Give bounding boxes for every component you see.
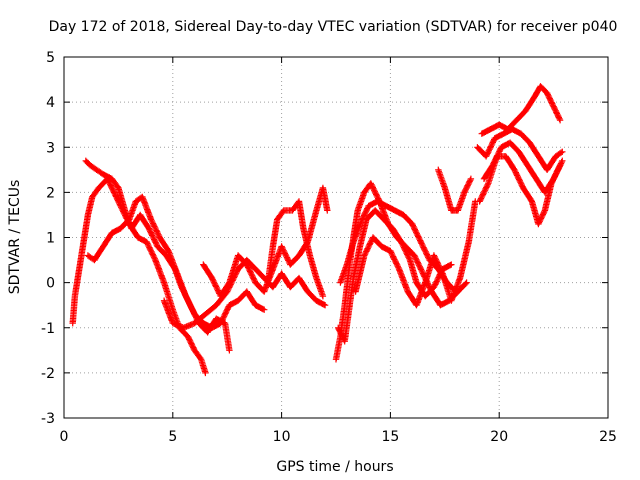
x-tick-label: 10 xyxy=(273,429,291,445)
data-point-markers xyxy=(478,83,564,137)
series-H xyxy=(335,207,455,345)
x-tick-label: 0 xyxy=(60,429,69,445)
data-point-markers xyxy=(435,166,475,214)
y-axis-label: SDTVAR / TECUs xyxy=(7,180,23,295)
series-O xyxy=(476,153,564,228)
series-M xyxy=(474,126,566,173)
y-tick-label: 3 xyxy=(46,140,55,156)
data-point-markers xyxy=(352,198,479,309)
y-tick-label: 4 xyxy=(46,95,55,111)
series-E xyxy=(200,184,331,300)
x-tick-label: 5 xyxy=(168,429,177,445)
series-F xyxy=(265,198,327,300)
series-A xyxy=(69,175,209,377)
y-tick-label: 2 xyxy=(46,185,55,201)
x-axis-label: GPS time / hours xyxy=(276,459,393,475)
y-tick-label: -2 xyxy=(41,366,55,382)
data-point-markers xyxy=(69,175,209,377)
x-tick-label: 15 xyxy=(381,429,399,445)
series-L xyxy=(478,83,564,137)
data-point-markers xyxy=(84,193,268,331)
series-K xyxy=(435,166,475,214)
y-tick-label: -1 xyxy=(41,321,55,337)
data-point-markers xyxy=(200,184,331,300)
x-tick-label: 25 xyxy=(599,429,617,445)
y-tick-label: 0 xyxy=(46,276,55,292)
y-tick-label: 1 xyxy=(46,231,55,247)
data-point-markers xyxy=(474,126,566,173)
series-C xyxy=(84,193,268,331)
x-tick-label: 20 xyxy=(490,429,508,445)
chart-title: Day 172 of 2018, Sidereal Day-to-day VTE… xyxy=(49,19,618,35)
y-tick-label: 5 xyxy=(46,50,55,66)
data-point-markers xyxy=(335,207,455,345)
data-point-markers xyxy=(337,198,459,295)
data-point-markers xyxy=(265,198,327,300)
tick-layer: 0 5 10 15 20 25 -3 -2 -1 0 1 2 3 4 5 xyxy=(41,50,617,445)
data-point-markers xyxy=(476,153,564,228)
y-tick-label: -3 xyxy=(41,411,55,427)
series-J xyxy=(352,198,479,309)
series-I xyxy=(337,198,459,295)
data-points-layer xyxy=(69,83,566,377)
